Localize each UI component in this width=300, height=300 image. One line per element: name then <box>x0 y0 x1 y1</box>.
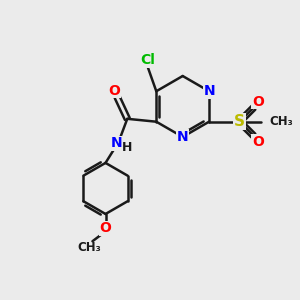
Text: N: N <box>110 136 122 151</box>
Text: O: O <box>252 95 264 109</box>
Text: N: N <box>177 130 188 144</box>
Text: H: H <box>122 141 132 154</box>
Text: CH₃: CH₃ <box>77 241 101 254</box>
Text: CH₃: CH₃ <box>269 115 293 128</box>
Text: S: S <box>234 114 245 129</box>
Text: O: O <box>100 221 112 236</box>
Text: O: O <box>252 135 264 149</box>
Text: Cl: Cl <box>140 53 155 67</box>
Text: O: O <box>108 84 120 98</box>
Text: N: N <box>203 84 215 98</box>
